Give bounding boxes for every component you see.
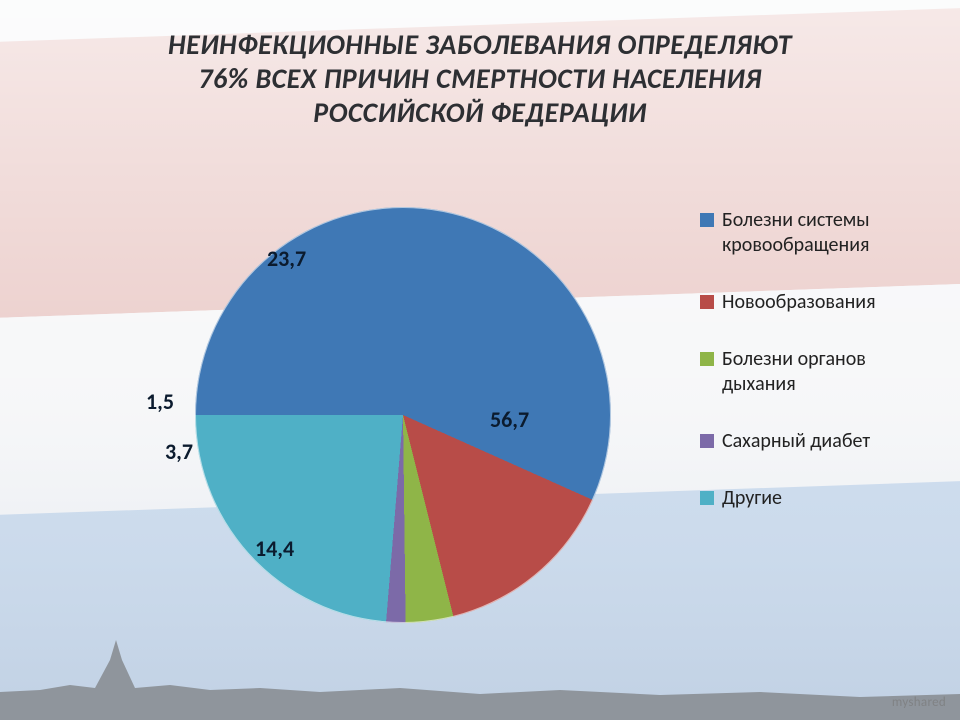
slide-title: НЕИНФЕКЦИОННЫЕ ЗАБОЛЕВАНИЯ ОПРЕДЕЛЯЮТ76%… [0, 28, 960, 130]
legend-label: Другие [722, 486, 782, 511]
legend-item: Новообразования [700, 290, 932, 315]
data-label: 3,7 [165, 438, 193, 465]
legend-swatch [700, 491, 714, 505]
legend-swatch [700, 295, 714, 309]
legend-swatch [700, 213, 714, 227]
legend-swatch [700, 434, 714, 448]
title-line: РОССИЙСКОЙ ФЕДЕРАЦИИ [0, 96, 960, 130]
legend-item: Сахарный диабет [700, 429, 932, 454]
legend-label: Новообразования [722, 290, 876, 315]
data-label: 23,7 [267, 245, 306, 272]
data-label: 56,7 [490, 406, 529, 433]
watermark: myshared [892, 695, 946, 710]
legend-swatch [700, 352, 714, 366]
title-line: НЕИНФЕКЦИОННЫЕ ЗАБОЛЕВАНИЯ ОПРЕДЕЛЯЮТ [0, 28, 960, 62]
legend-item: Болезни системы кровообращения [700, 208, 932, 258]
data-label: 14,4 [255, 535, 294, 562]
legend-label: Сахарный диабет [722, 429, 870, 454]
chart-legend: Болезни системы кровообращения Новообразо… [700, 208, 932, 511]
legend-item: Болезни органов дыхания [700, 347, 932, 397]
city-silhouette [0, 630, 960, 720]
legend-label: Болезни системы кровообращения [722, 208, 932, 258]
slide-stage: НЕИНФЕКЦИОННЫЕ ЗАБОЛЕВАНИЯ ОПРЕДЕЛЯЮТ76%… [0, 0, 960, 720]
legend-item: Другие [700, 486, 932, 511]
title-line: 76% ВСЕХ ПРИЧИН СМЕРТНОСТИ НАСЕЛЕНИЯ [0, 62, 960, 96]
data-label: 1,5 [146, 388, 174, 415]
legend-label: Болезни органов дыхания [722, 347, 932, 397]
